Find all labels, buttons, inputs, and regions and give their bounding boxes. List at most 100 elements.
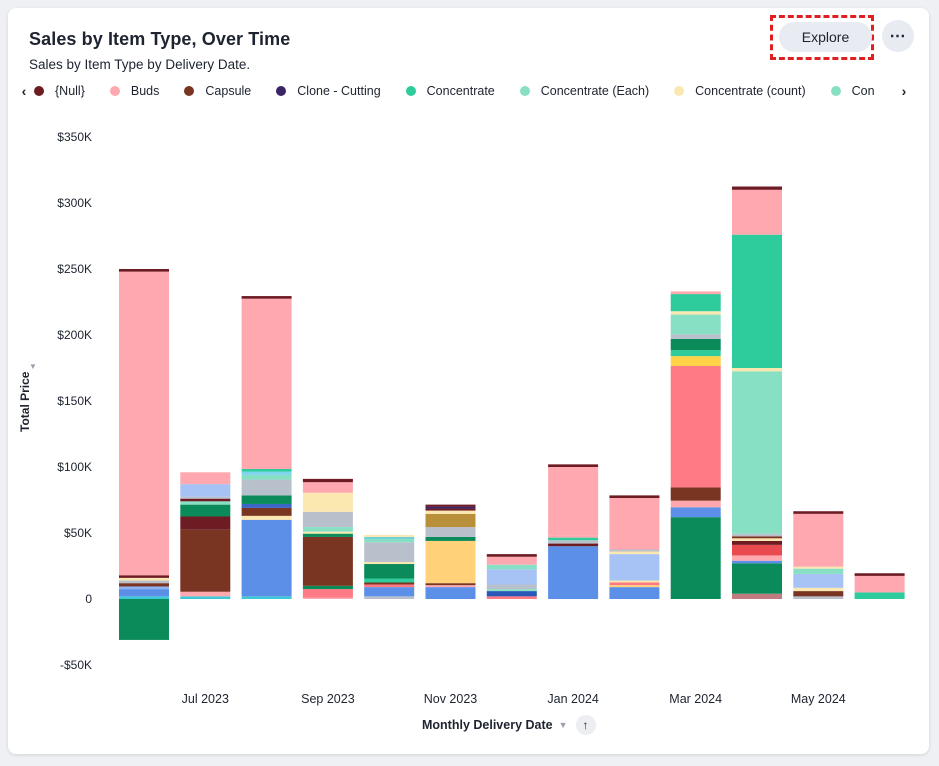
bar-segment[interactable] [793,566,844,569]
bar-stack[interactable] [119,269,169,640]
bar-segment[interactable] [732,371,782,534]
bar-segment[interactable] [793,587,844,592]
bar-segment[interactable] [732,593,782,599]
bar-segment[interactable] [670,366,721,488]
explore-button[interactable]: Explore [779,22,872,52]
bar-segment[interactable] [670,356,721,367]
bar-segment[interactable] [732,563,782,594]
bar-stack[interactable] [241,296,292,599]
bar-segment[interactable] [609,580,660,583]
bar-segment[interactable] [241,298,292,469]
bar-segment[interactable] [548,537,599,541]
bar-segment[interactable] [364,538,415,543]
bar-segment[interactable] [364,534,415,537]
bar-segment[interactable] [119,589,169,597]
bar-segment[interactable] [119,577,169,581]
bar-segment[interactable] [119,583,169,587]
bar-segment[interactable] [793,513,844,567]
bar-segment[interactable] [548,467,599,536]
bar-segment[interactable] [609,495,660,499]
bar-segment[interactable] [180,501,231,505]
bar-stack[interactable] [793,511,844,599]
bar-segment[interactable] [241,296,292,299]
x-axis-caret-icon[interactable]: ▼ [558,720,568,730]
legend-item[interactable]: Concentrate (count) [674,84,806,98]
bar-segment[interactable] [670,334,721,339]
bar-segment[interactable] [119,575,169,578]
bar-segment[interactable] [670,350,721,357]
bar-segment[interactable] [425,513,476,528]
bar-segment[interactable] [302,597,353,599]
bar-stack[interactable] [732,186,782,600]
bar-segment[interactable] [732,189,782,235]
bar-segment[interactable] [180,496,231,499]
bar-segment[interactable] [241,519,292,597]
bar-segment[interactable] [732,234,782,368]
bar-segment[interactable] [670,314,721,335]
bar-segment[interactable] [180,498,231,502]
bar-segment[interactable] [425,527,476,537]
bar-segment[interactable] [241,495,292,504]
x-axis-title[interactable]: Monthly Delivery Date [422,718,553,732]
bar-stack[interactable] [180,472,231,599]
bar-segment[interactable] [609,551,660,555]
bar-segment[interactable] [486,564,537,570]
bar-segment[interactable] [854,575,905,593]
bar-segment[interactable] [793,596,844,599]
bar-segment[interactable] [180,516,231,530]
bar-segment[interactable] [548,543,599,547]
bar-segment[interactable] [609,587,660,599]
bar-segment[interactable] [793,511,844,514]
bar-segment[interactable] [548,535,599,538]
bar-segment[interactable] [241,479,292,496]
bar-stack[interactable] [364,534,415,599]
bar-segment[interactable] [364,584,415,588]
bar-stack[interactable] [302,478,353,599]
bar-segment[interactable] [119,596,169,599]
bar-segment[interactable] [670,294,721,312]
bar-segment[interactable] [609,498,660,550]
bar-segment[interactable] [364,536,415,539]
legend-item[interactable]: Con [830,84,875,98]
bar-segment[interactable] [732,540,782,545]
bar-segment[interactable] [241,503,292,508]
bar-segment[interactable] [364,542,415,563]
bar-segment[interactable] [425,508,476,511]
bar-segment[interactable] [732,544,782,556]
bar-segment[interactable] [670,487,721,501]
legend-item[interactable]: Concentrate (Each) [519,84,649,98]
bar-stack[interactable] [670,291,721,599]
bar-segment[interactable] [670,338,721,351]
bar-segment[interactable] [854,592,905,599]
bar-segment[interactable] [548,546,599,599]
bar-segment[interactable] [486,554,537,557]
bar-segment[interactable] [302,589,353,598]
bar-segment[interactable] [241,507,292,516]
bar-segment[interactable] [425,585,476,588]
bar-segment[interactable] [425,510,476,514]
bar-segment[interactable] [425,583,476,586]
bar-segment[interactable] [670,507,721,518]
bar-segment[interactable] [670,291,721,295]
bar-segment[interactable] [119,580,169,584]
legend-item[interactable]: Concentrate [405,84,495,98]
legend-prev-icon[interactable]: ‹ [21,83,27,99]
bar-segment[interactable] [548,464,599,467]
bar-segment[interactable] [241,468,292,472]
bar-segment[interactable] [302,531,353,534]
bar-segment[interactable] [486,591,537,597]
bar-segment[interactable] [793,573,844,588]
bar-segment[interactable] [732,536,782,539]
y-axis-caret-icon[interactable]: ▼ [29,362,37,371]
bar-segment[interactable] [732,538,782,541]
bar-segment[interactable] [241,474,292,480]
bar-segment[interactable] [670,517,721,599]
bar-segment-negative[interactable] [119,599,169,640]
bar-segment[interactable] [302,492,353,512]
sort-ascending-icon[interactable]: ↑ [575,715,596,735]
bar-segment[interactable] [302,482,353,493]
bar-segment[interactable] [486,556,537,565]
legend-item[interactable]: Clone - Cutting [276,84,381,98]
bar-segment[interactable] [609,582,660,586]
more-options-icon[interactable]: ⋯ [882,20,914,52]
